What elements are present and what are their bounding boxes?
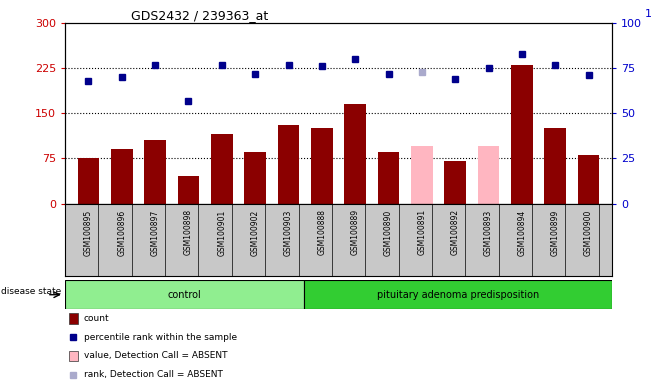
Bar xyxy=(378,152,399,204)
Text: GSM100891: GSM100891 xyxy=(417,209,426,255)
Bar xyxy=(69,313,78,324)
Text: GSM100894: GSM100894 xyxy=(518,209,527,256)
Text: value, Detection Call = ABSENT: value, Detection Call = ABSENT xyxy=(84,351,227,361)
Bar xyxy=(145,141,166,204)
Bar xyxy=(544,128,566,204)
Text: GSM100899: GSM100899 xyxy=(551,209,560,256)
Bar xyxy=(178,177,199,204)
Text: 100%: 100% xyxy=(644,10,651,20)
Bar xyxy=(511,65,533,204)
Text: disease state: disease state xyxy=(1,287,62,296)
Text: percentile rank within the sample: percentile rank within the sample xyxy=(84,333,237,342)
Text: control: control xyxy=(168,290,202,300)
Bar xyxy=(311,128,333,204)
Bar xyxy=(445,161,466,204)
Text: count: count xyxy=(84,314,109,323)
Text: GSM100903: GSM100903 xyxy=(284,209,293,256)
Bar xyxy=(278,125,299,204)
Text: GSM100900: GSM100900 xyxy=(584,209,593,256)
Text: GSM100893: GSM100893 xyxy=(484,209,493,256)
Text: rank, Detection Call = ABSENT: rank, Detection Call = ABSENT xyxy=(84,370,223,379)
Bar xyxy=(77,159,99,204)
Text: GSM100892: GSM100892 xyxy=(450,209,460,255)
Text: GSM100895: GSM100895 xyxy=(84,209,93,256)
Bar xyxy=(244,152,266,204)
Text: GSM100902: GSM100902 xyxy=(251,209,260,256)
Bar xyxy=(304,280,612,309)
Text: GSM100890: GSM100890 xyxy=(384,209,393,256)
Bar xyxy=(411,146,433,204)
Bar xyxy=(478,146,499,204)
Bar xyxy=(344,104,366,204)
Text: GDS2432 / 239363_at: GDS2432 / 239363_at xyxy=(131,9,268,22)
Bar xyxy=(65,280,304,309)
Text: GSM100901: GSM100901 xyxy=(217,209,227,256)
Text: GSM100897: GSM100897 xyxy=(150,209,159,256)
Bar xyxy=(111,149,133,204)
Text: GSM100896: GSM100896 xyxy=(117,209,126,256)
Bar xyxy=(211,134,232,204)
Text: GSM100889: GSM100889 xyxy=(351,209,360,255)
Text: pituitary adenoma predisposition: pituitary adenoma predisposition xyxy=(377,290,539,300)
Text: GSM100888: GSM100888 xyxy=(317,209,326,255)
Bar xyxy=(69,351,78,361)
Text: GSM100898: GSM100898 xyxy=(184,209,193,255)
Bar xyxy=(578,156,600,204)
